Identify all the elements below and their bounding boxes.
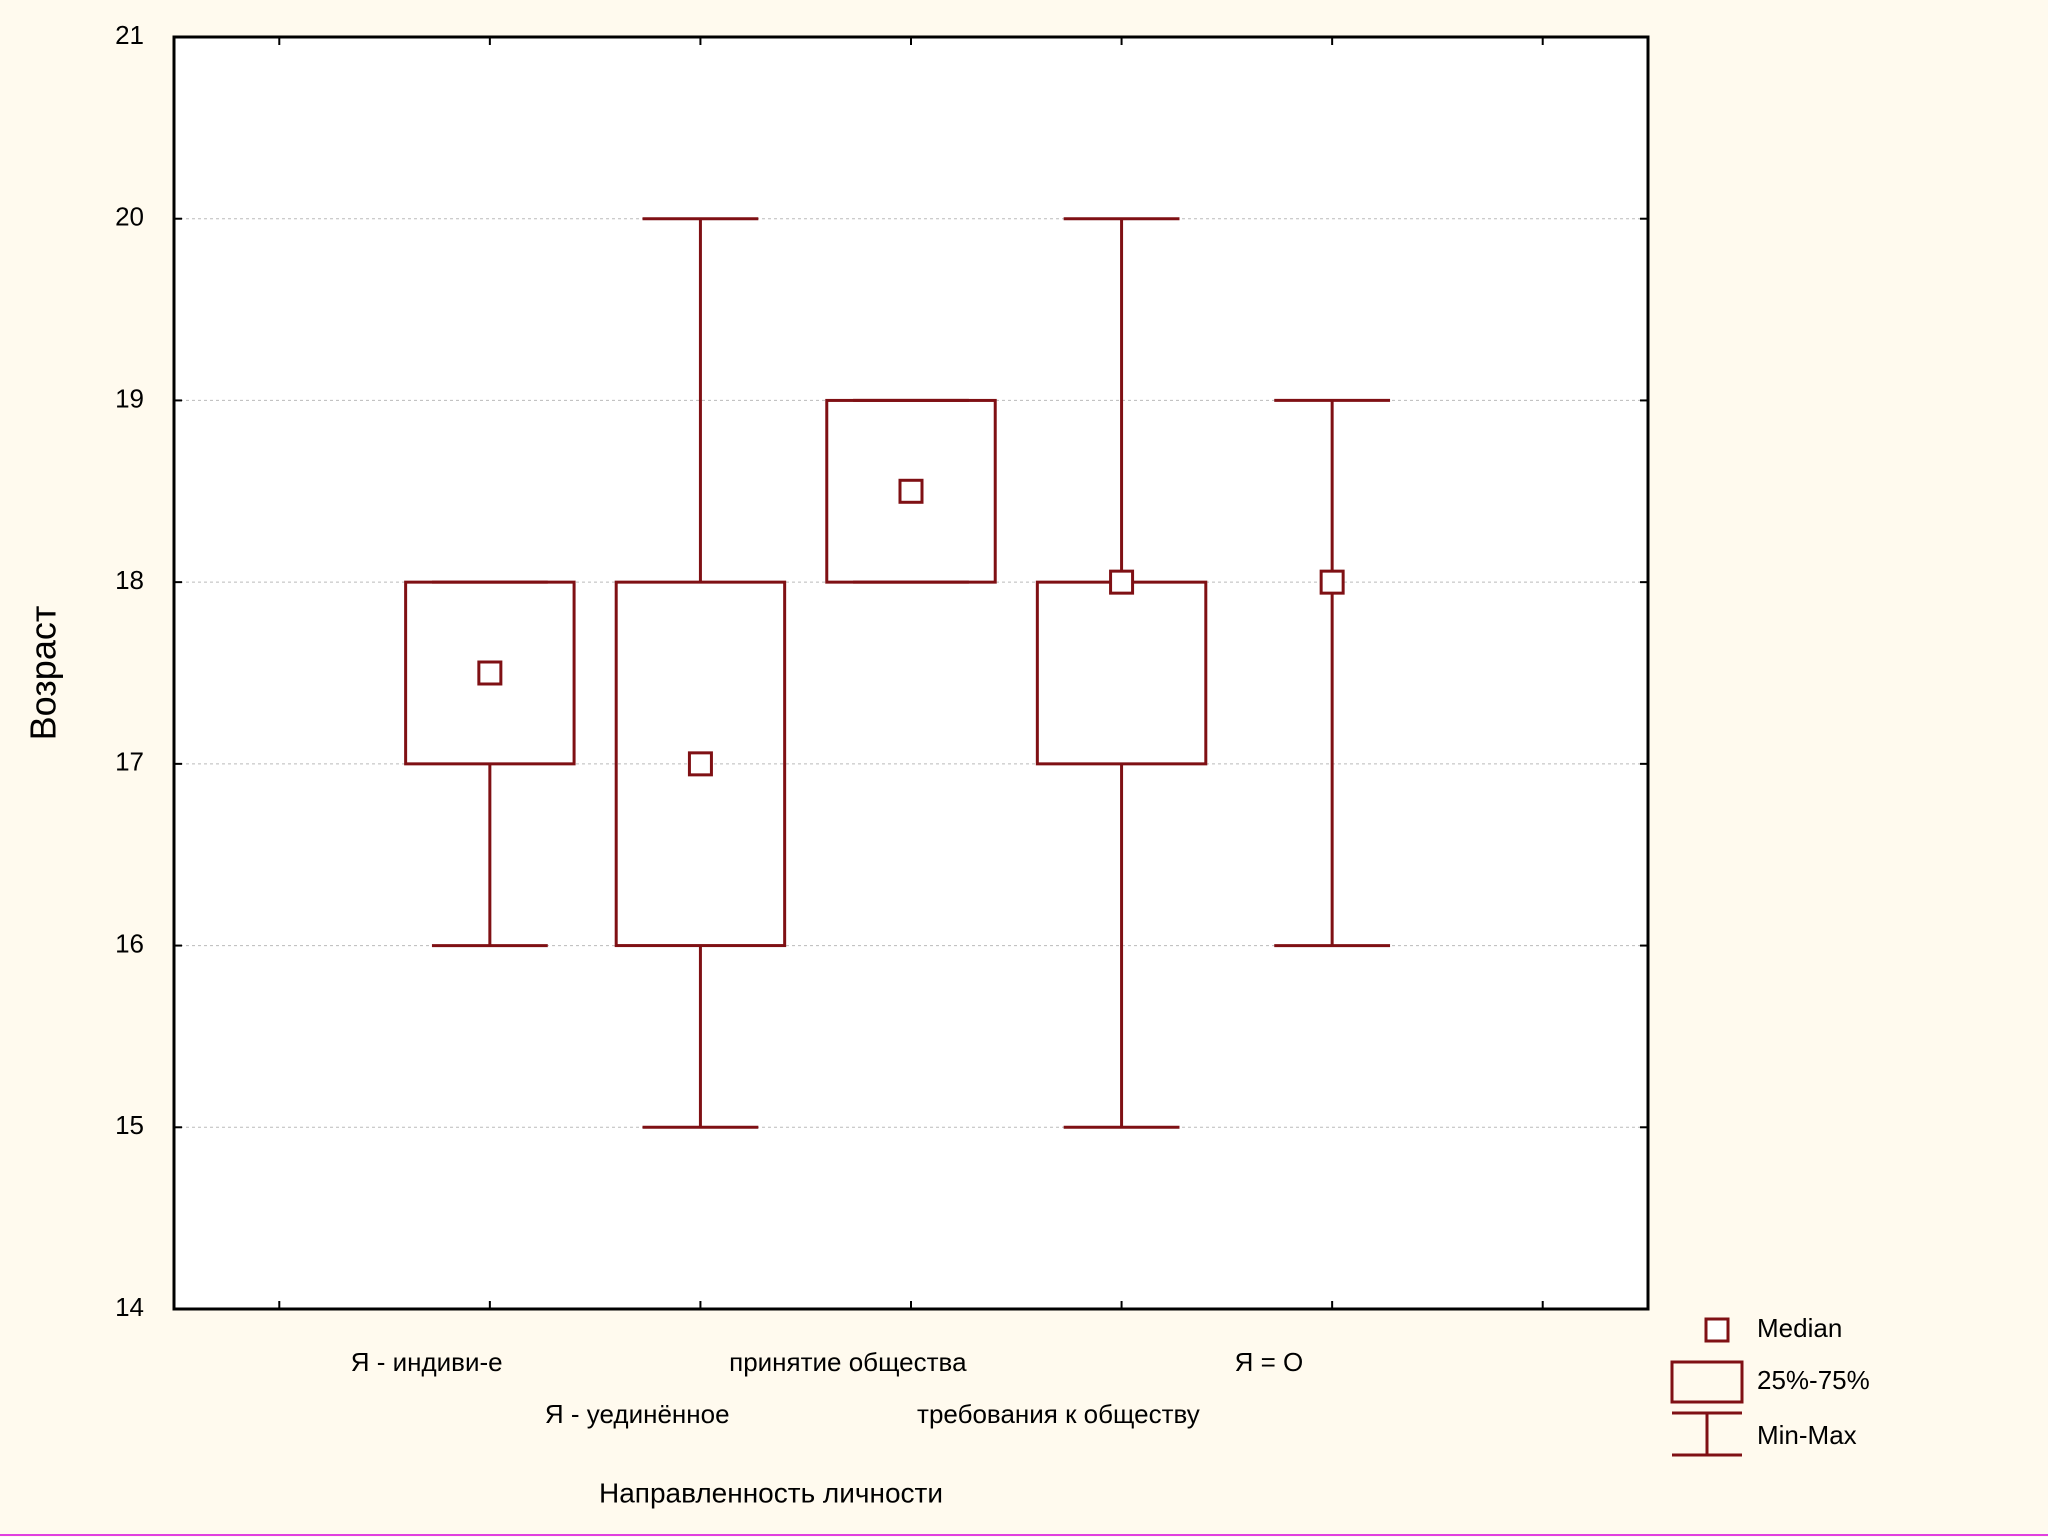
x-tick-label: принятие общества (729, 1347, 967, 1377)
x-tick-label: Я - уединённое (545, 1399, 730, 1429)
y-tick-label: 19 (115, 383, 144, 413)
y-tick-label: 15 (115, 1110, 144, 1140)
y-tick-label: 14 (115, 1292, 144, 1322)
box (825, 398, 997, 584)
box (404, 580, 576, 766)
legend-label: Min-Max (1757, 1420, 1857, 1450)
median (687, 751, 713, 777)
legend-label: Median (1757, 1313, 1842, 1343)
median (1319, 569, 1345, 595)
y-tick-label: 17 (115, 747, 144, 777)
x-tick-label: требования к обществу (917, 1399, 1200, 1429)
plot-area (172, 35, 1650, 1311)
x-tick-label: Я - индиви-е (351, 1347, 503, 1377)
y-tick-label: 20 (115, 202, 144, 232)
legend-label: 25%-75% (1757, 1365, 1870, 1395)
y-tick-label: 18 (115, 565, 144, 595)
y-tick-label: 16 (115, 928, 144, 958)
legend-box (1670, 1360, 1744, 1404)
median (1109, 569, 1135, 595)
median (477, 660, 503, 686)
median (898, 478, 924, 504)
x-tick-label: Я = О (1235, 1347, 1304, 1377)
y-tick-label: 21 (115, 20, 144, 50)
x-axis-label: Направленность личности (599, 1477, 943, 1508)
box (614, 580, 787, 948)
y-axis-label: Возраст (23, 606, 64, 741)
legend-median (1704, 1317, 1730, 1343)
